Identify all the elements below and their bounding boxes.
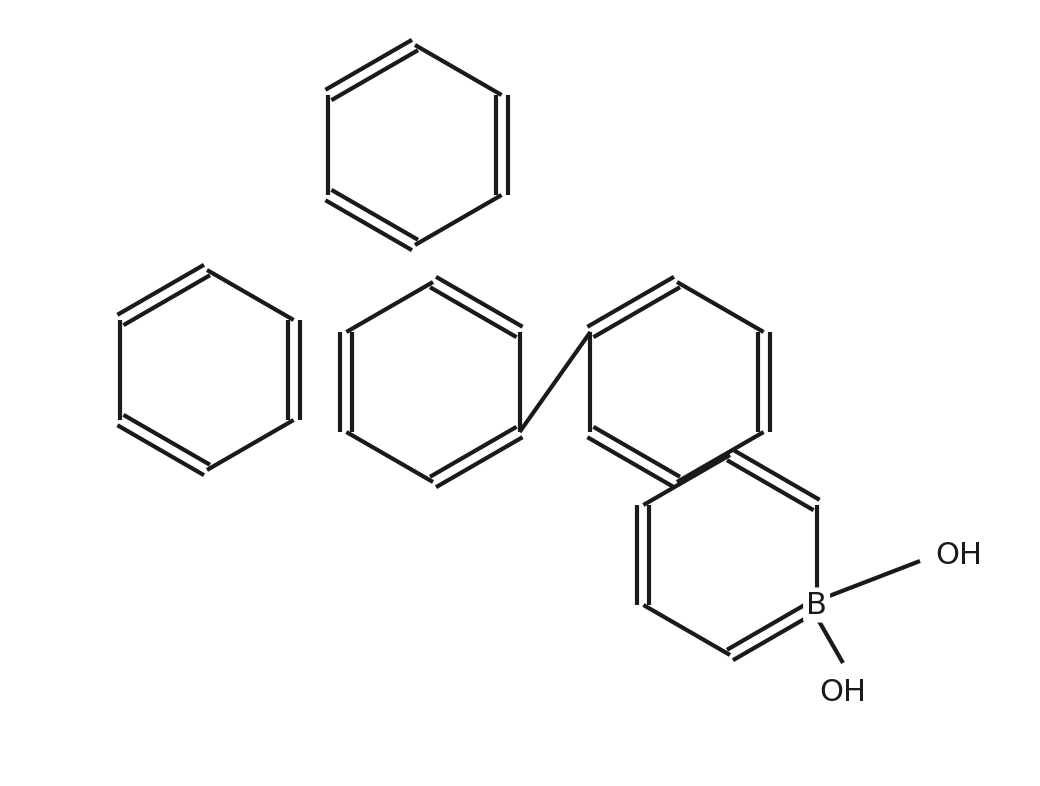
Text: B: B [806,590,827,619]
Text: OH: OH [820,678,866,707]
Text: OH: OH [935,542,982,571]
